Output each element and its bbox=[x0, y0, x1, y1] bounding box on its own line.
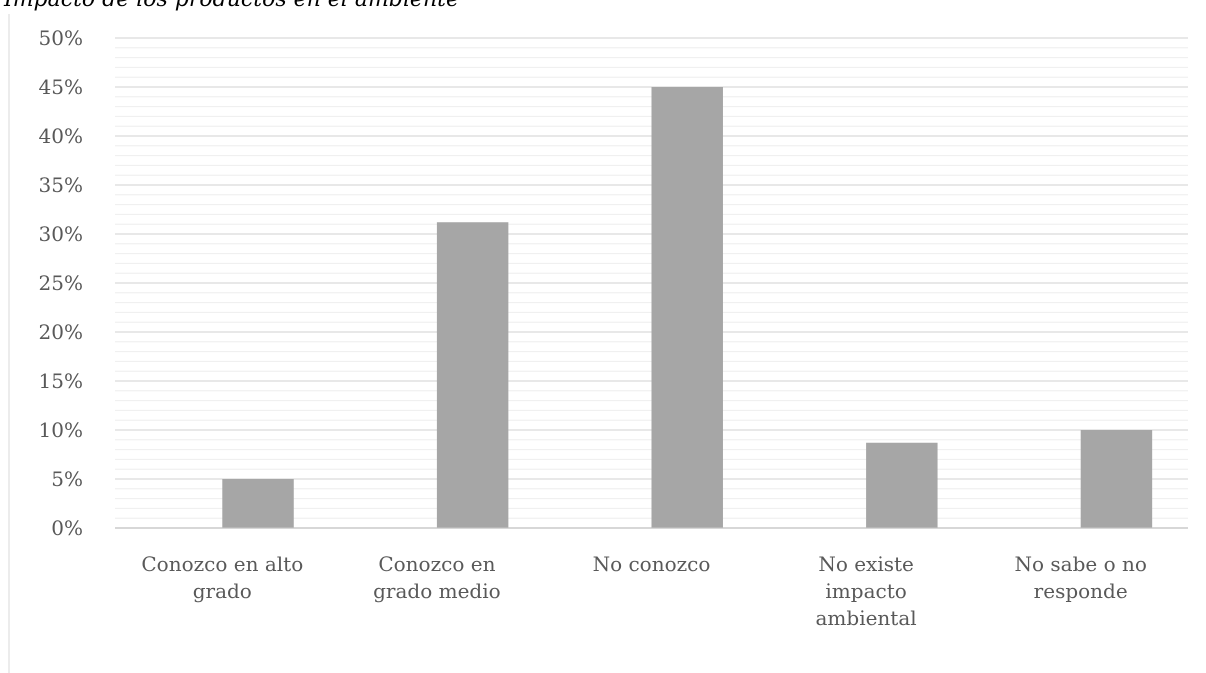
y-tick-label: 15% bbox=[39, 369, 83, 393]
y-tick-label: 25% bbox=[39, 271, 83, 295]
chart-title: Impacto de los productos en el ambiente bbox=[3, 0, 459, 12]
x-category-label: Conozco en alto grado bbox=[141, 552, 303, 603]
y-tick-label: 35% bbox=[39, 173, 83, 197]
y-tick-label: 20% bbox=[39, 320, 83, 344]
y-tick-label: 0% bbox=[51, 516, 83, 540]
bar bbox=[1080, 430, 1153, 528]
bars bbox=[222, 87, 1153, 529]
y-tick-label: 10% bbox=[39, 418, 83, 442]
bar bbox=[436, 222, 509, 529]
y-tick-label: 45% bbox=[39, 75, 83, 99]
x-category-label: No existe impacto ambiental bbox=[816, 552, 917, 630]
x-category-label: No conozco bbox=[593, 552, 711, 576]
y-tick-label: 40% bbox=[39, 124, 83, 148]
bar bbox=[866, 442, 938, 528]
y-tick-label: 5% bbox=[51, 467, 83, 491]
y-axis-tick-labels: 0% 5% 10% 15% 20% 25% 30% 35% 40% 45% 50% bbox=[39, 26, 83, 540]
y-tick-label: 30% bbox=[39, 222, 83, 246]
bar bbox=[651, 87, 723, 528]
x-axis-category-labels: Conozco en alto grado Conozco en grado medi… bbox=[141, 552, 1147, 630]
x-category-label: No sabe o no responde bbox=[1014, 552, 1146, 603]
x-category-label: Conozco en grado medio bbox=[373, 552, 501, 603]
bar bbox=[222, 479, 294, 528]
y-tick-label: 50% bbox=[39, 26, 83, 50]
